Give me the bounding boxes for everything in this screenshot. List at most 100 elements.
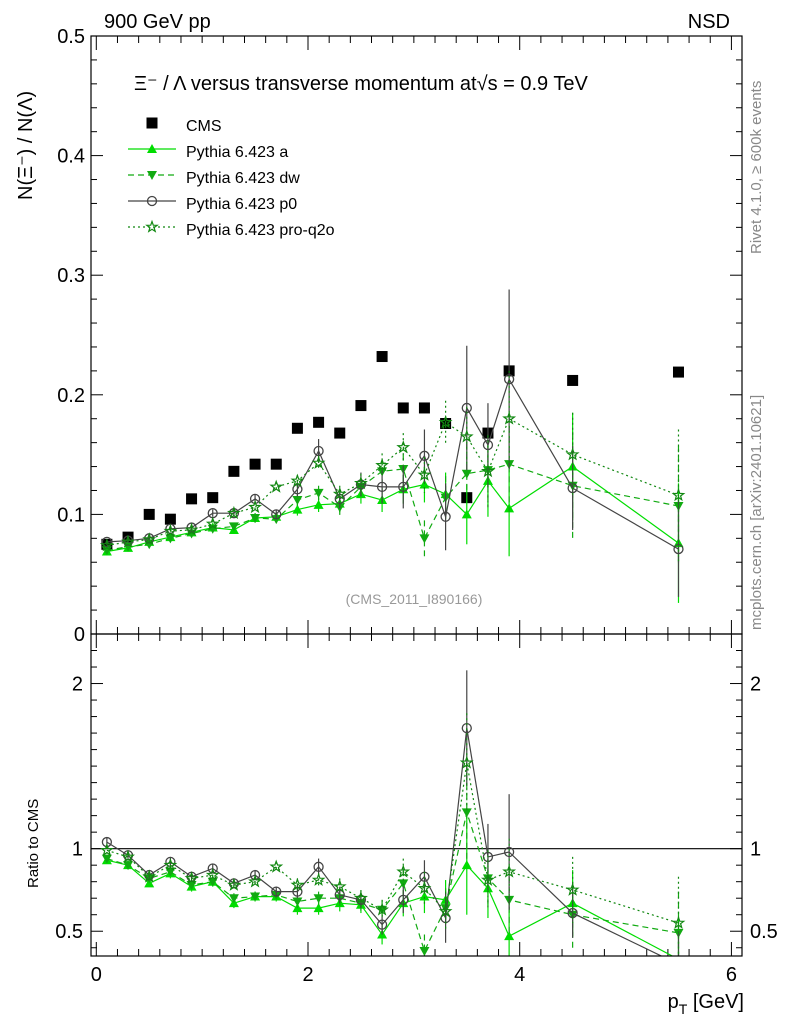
top-point-cms: [143, 508, 155, 520]
bottom-ylabel: Ratio to CMS: [25, 799, 42, 888]
top-point-pythia-6-423-dw: [165, 534, 176, 544]
ratio-point-pythia-6-423-p0: [271, 886, 282, 897]
ratio-point-pythia-6-423-pro-q2o: [459, 755, 474, 769]
ratio-point-pythia-6-423-dw: [419, 947, 430, 956]
ratio-point-pythia-6-423-pro-q2o: [99, 842, 114, 857]
top-point-pythia-6-423-p0: [440, 511, 451, 522]
watermark: (CMS_2011_I890166): [346, 591, 483, 607]
ratio-point-pythia-6-423-dw: [313, 894, 324, 904]
legend-label-a: Pythia 6.423 a: [186, 144, 288, 161]
top-point-cms: [186, 493, 198, 505]
top-point-pythia-6-423-p0: [101, 536, 113, 548]
mcplots-label: mcplots.cern.ch [arXiv:2401.10621]: [748, 395, 765, 630]
bottom-frame: [90, 633, 743, 957]
top-point-cms: [270, 458, 282, 470]
xtick-label: 0: [91, 964, 102, 986]
legend-marker-pythia-6-423-dw: [147, 171, 157, 180]
top-point-pythia-6-423-p0: [398, 481, 409, 493]
ratio-point-pythia-6-423-p0: [207, 863, 218, 874]
ratio-point-pythia-6-423-p0: [334, 889, 345, 901]
legend-label-cms: CMS: [186, 118, 222, 135]
legend-marker-pythia-6-423-a: [147, 144, 157, 153]
top-point-pythia-6-423-dw: [419, 534, 430, 544]
header-right: NSD: [688, 11, 730, 33]
ratio-line-pythia-6-423-dw: [106, 810, 679, 953]
top-point-cms: [291, 422, 303, 434]
top-point-pythia-6-423-dw: [313, 488, 324, 498]
ratio-point-pythia-6-423-pro-q2o: [671, 915, 686, 929]
top-line-pythia-6-423-a: [106, 465, 679, 553]
ratio-point-pythia-6-423-p0: [313, 861, 324, 872]
ratio-point-pythia-6-423-a: [504, 931, 515, 941]
ratio-point-pythia-6-423-p0: [674, 960, 683, 969]
ratio-point-pythia-6-423-pro-q2o: [332, 879, 347, 893]
xlabel: pT [GeV]: [668, 991, 744, 1017]
legend-label-q2o: Pythia 6.423 pro-q2o: [186, 222, 335, 239]
ratio-point-pythia-6-423-pro-q2o: [121, 849, 135, 863]
ratio-line-pythia-6-423-p0: [106, 728, 663, 956]
top-point-pythia-6-423-p0: [503, 374, 515, 385]
top-point-pythia-6-423-pro-q2o: [375, 458, 389, 472]
ratio-line-pythia-6-423-a: [106, 859, 674, 956]
top-point-pythia-6-423-dw: [292, 496, 303, 506]
top-point-pythia-6-423-pro-q2o: [671, 488, 686, 502]
top-ytick-label: 0.2: [57, 385, 85, 407]
top-point-pythia-6-423-pro-q2o: [354, 475, 368, 490]
ratio-point-pythia-6-423-dw: [123, 861, 134, 871]
top-point-cms: [418, 402, 430, 414]
top-point-pythia-6-423-pro-q2o: [417, 467, 432, 481]
ratio-point-pythia-6-423-pro-q2o: [269, 859, 284, 873]
ratio-point-pythia-6-423-a: [461, 860, 472, 870]
ratio-point-pythia-6-423-pro-q2o: [290, 877, 305, 891]
ratio-ytick-label-right: 1: [750, 839, 761, 861]
ratio-ytick-label-right: 0.5: [750, 921, 778, 943]
top-point-pythia-6-423-pro-q2o: [290, 473, 305, 487]
ratio-point-pythia-6-423-pro-q2o: [375, 902, 389, 916]
legend-marker-pythia-6-423-p0: [146, 195, 158, 207]
top-point-cms: [567, 374, 579, 386]
ratio-point-pythia-6-423-p0: [503, 846, 515, 858]
ratio-point-pythia-6-423-pro-q2o: [142, 869, 157, 883]
top-ylabel: N(Ξ⁻) / N(Λ): [15, 91, 37, 200]
ratio-ytick-label-left: 0.5: [55, 921, 83, 943]
xtick-label: 6: [726, 964, 737, 986]
ratio-point-pythia-6-423-a: [313, 903, 324, 913]
ratio-point-pythia-6-423-dw: [228, 894, 239, 904]
top-point-pythia-6-423-pro-q2o: [205, 516, 220, 530]
top-point-pythia-6-423-p0: [376, 481, 388, 493]
ratio-point-pythia-6-423-pro-q2o: [502, 864, 517, 878]
ratio-ytick-label-left: 1: [72, 839, 83, 861]
x-ticks: 0 2 4 6: [91, 36, 737, 986]
ratio-ytick-label-right: 2: [750, 674, 761, 696]
ratio-point-pythia-6-423-dw: [292, 897, 303, 907]
legend-marker-cms: [146, 117, 158, 129]
xtick-label: 2: [302, 964, 313, 986]
ratio-ytick-label-left: 2: [72, 674, 83, 696]
top-point-pythia-6-423-dw: [271, 515, 282, 525]
top-point-pythia-6-423-pro-q2o: [481, 464, 495, 478]
ratio-point-pythia-6-423-pro-q2o: [396, 864, 411, 878]
ratio-point-pythia-6-423-pro-q2o: [163, 857, 178, 872]
xtick-label: 4: [514, 964, 525, 986]
top-ytick-label: 0.1: [57, 504, 85, 526]
ratio-point-pythia-6-423-pro-q2o: [481, 872, 495, 886]
top-point-pythia-6-423-dw: [250, 513, 261, 523]
ratio-point-pythia-6-423-p0: [398, 894, 409, 906]
top-ytick-label: 0.3: [57, 265, 85, 287]
ratio-point-pythia-6-423-pro-q2o: [417, 881, 432, 895]
top-point-pythia-6-423-pro-q2o: [163, 523, 178, 538]
bottom-series-group: [91, 670, 742, 969]
legend-label-dw: Pythia 6.423 dw: [186, 170, 300, 187]
top-series-group: [99, 289, 686, 603]
top-point-pythia-6-423-pro-q2o: [502, 411, 517, 425]
top-point-cms: [355, 400, 367, 412]
ratio-point-pythia-6-423-p0: [376, 919, 388, 930]
ratio-point-pythia-6-423-dw: [101, 854, 112, 864]
top-point-pythia-6-423-pro-q2o: [332, 486, 347, 500]
top-ytick-label: 0.5: [57, 26, 85, 48]
top-point-pythia-6-423-p0: [292, 484, 303, 495]
ratio-point-pythia-6-423-dw: [207, 877, 218, 887]
top-point-pythia-6-423-pro-q2o: [121, 534, 135, 548]
ratio-point-pythia-6-423-pro-q2o: [205, 867, 220, 881]
